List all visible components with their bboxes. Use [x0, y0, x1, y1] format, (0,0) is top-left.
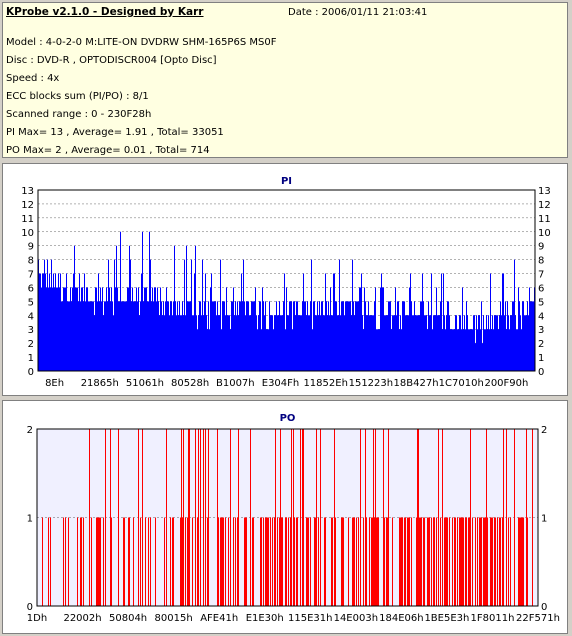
y-tick-left: 1 — [28, 353, 34, 364]
pi-chart-panel: 0 0 1 1 2 2 3 3 4 4 5 5 6 6 7 7 8 8 9 9 10 10 11 11 12 12 13 13 PI 8E… — [2, 163, 568, 396]
y-tick-left: 10 — [21, 228, 34, 239]
y-tick-right: 0 — [538, 367, 544, 378]
x-tick-label: E304Fh — [262, 378, 300, 389]
y-tick-left: 9 — [28, 242, 34, 253]
y-tick-right: 0 — [541, 602, 547, 613]
info-panel: KProbe v2.1.0 - Designed by Karr Date : … — [2, 2, 568, 158]
y-tick-right: 12 — [538, 200, 551, 211]
chart-title: PI — [281, 176, 292, 187]
y-tick-left: 6 — [28, 283, 34, 294]
x-tick-label: 1Dh — [27, 613, 47, 624]
disc-line: Disc : DVD-R , OPTODISCR004 [Opto Disc] — [6, 55, 217, 66]
x-tick-label: 14E003h — [334, 613, 378, 624]
y-tick-right: 7 — [538, 270, 544, 281]
x-tick-label: 22F571h — [516, 613, 560, 624]
y-tick-right: 2 — [538, 339, 544, 350]
x-tick-label: 11852Eh — [303, 378, 347, 389]
chart-title: PO — [280, 413, 296, 424]
y-tick-left: 13 — [21, 186, 34, 197]
y-tick-right: 3 — [538, 325, 544, 336]
y-tick-left: 7 — [28, 270, 34, 281]
y-tick-left: 8 — [28, 256, 34, 267]
x-tick-label: 8Eh — [45, 378, 64, 389]
x-tick-label: 21865h — [81, 378, 119, 389]
y-tick-left: 4 — [28, 311, 34, 322]
x-tick-label: 115E31h — [288, 613, 332, 624]
x-tick-label: 1C7010h — [439, 378, 484, 389]
y-tick-right: 1 — [541, 514, 547, 525]
po-chart-panel: 0 0 1 1 2 2 PO 1Dh 22002h 50804h 80015h AFE41h E1E30… — [2, 400, 568, 634]
y-tick-left: 0 — [28, 367, 34, 378]
y-tick-right: 9 — [538, 242, 544, 253]
x-tick-label: E1E30h — [246, 613, 284, 624]
x-tick-label: 200F90h — [484, 378, 528, 389]
y-tick-right: 4 — [538, 311, 544, 322]
x-tick-label: 18B427h — [394, 378, 439, 389]
y-tick-right: 11 — [538, 214, 551, 225]
x-tick-label: 80528h — [171, 378, 209, 389]
po-chart: 0 0 1 1 2 2 PO 1Dh 22002h 50804h 80015h AFE41h E1E30… — [27, 413, 560, 624]
y-tick-left: 1 — [27, 514, 33, 525]
plot-border — [37, 189, 536, 372]
x-tick-label: 151223h — [349, 378, 394, 389]
y-tick-left: 3 — [28, 325, 34, 336]
po-stats-line: PO Max= 2 , Average= 0.01 , Total= 714 — [6, 145, 210, 156]
x-tick-label: B1007h — [216, 378, 255, 389]
y-tick-right: 1 — [538, 353, 544, 364]
x-tick-label: AFE41h — [200, 613, 238, 624]
y-tick-left: 12 — [21, 200, 34, 211]
y-tick-left: 2 — [28, 339, 34, 350]
y-tick-left: 0 — [27, 602, 33, 613]
y-tick-right: 2 — [541, 425, 547, 436]
app-title: KProbe v2.1.0 - Designed by Karr — [6, 6, 204, 18]
x-tick-label: 22002h — [63, 613, 101, 624]
speed-line: Speed : 4x — [6, 73, 60, 84]
range-line: Scanned range : 0 - 230F28h — [6, 109, 152, 120]
x-tick-label: 184E06h — [379, 613, 423, 624]
y-tick-left: 11 — [21, 214, 34, 225]
y-tick-right: 6 — [538, 283, 544, 294]
x-tick-label: 1BE5E3h — [424, 613, 469, 624]
y-tick-right: 10 — [538, 228, 551, 239]
x-tick-label: 50804h — [109, 613, 147, 624]
x-tick-label: 1F8011h — [471, 613, 515, 624]
po-bars — [42, 429, 533, 606]
plot-border — [36, 428, 539, 607]
pi-stats-line: PI Max= 13 , Average= 1.91 , Total= 3305… — [6, 127, 224, 138]
y-tick-right: 13 — [538, 186, 551, 197]
y-tick-right: 5 — [538, 297, 544, 308]
y-tick-left: 5 — [28, 297, 34, 308]
y-tick-right: 8 — [538, 256, 544, 267]
x-tick-label: 51061h — [126, 378, 164, 389]
y-tick-left: 2 — [27, 425, 33, 436]
ecc-line: ECC blocks sum (PI/PO) : 8/1 — [6, 91, 149, 102]
scan-date: Date : 2006/01/11 21:03:41 — [288, 7, 428, 18]
model-line: Model : 4-0-2-0 M:LITE-ON DVDRW SHM-165P… — [6, 37, 277, 48]
x-tick-label: 80015h — [155, 613, 193, 624]
